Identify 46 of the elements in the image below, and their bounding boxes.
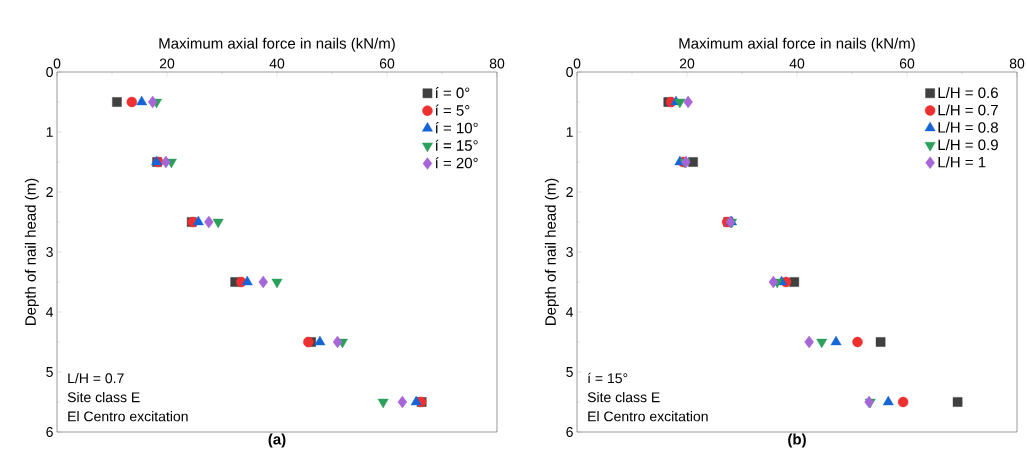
legend-label: L/H = 0.7 — [938, 104, 998, 116]
x-tick-label: 80 — [1009, 58, 1025, 69]
annotation: El Centro excitation — [588, 411, 708, 422]
text: (b) — [788, 433, 806, 448]
legend-label: L/H = 0.8 — [938, 121, 998, 133]
legend-label: L/H = 0.6 — [938, 87, 998, 99]
x-tick-label: 0 — [573, 58, 581, 69]
y-tick-label: 3 — [46, 247, 53, 257]
x-tick-label: 40 — [269, 58, 285, 69]
x-tick-label: 40 — [789, 58, 805, 69]
annotation: í = 15° — [588, 372, 628, 384]
x-tick-label: 0 — [53, 58, 61, 69]
x-tick-label: 60 — [899, 58, 915, 69]
y-tick-label: 2 — [46, 187, 53, 197]
legend-label: í = 5° — [435, 104, 470, 116]
legend-label: í = 0° — [435, 87, 470, 99]
y-tick-label: 5 — [566, 367, 573, 377]
x-axis-title: Maximum axial force in nails (kN/m) — [679, 37, 915, 52]
annotation: El Centro excitation — [68, 411, 188, 422]
x-axis-title: Maximum axial force in nails (kN/m) — [159, 37, 395, 52]
y-tick-label: 4 — [566, 307, 574, 317]
y-tick-label: 1 — [566, 127, 573, 137]
annotation: L/H = 0.7 — [68, 372, 124, 384]
x-tick-label: 20 — [159, 58, 175, 69]
legend-label: L/H = 1 — [938, 156, 986, 168]
y-tick-label: 6 — [46, 427, 53, 437]
text: (a) — [268, 433, 286, 448]
y-axis-title: Depth of nail head (m) — [544, 178, 559, 325]
y-tick-label: 2 — [566, 187, 573, 197]
y-tick-label: 6 — [566, 427, 573, 437]
y-tick-label: 3 — [566, 247, 573, 257]
x-tick-label: 60 — [379, 58, 395, 69]
annotation: Site class E — [587, 391, 660, 403]
annotation: Site class E — [67, 391, 140, 403]
y-tick-label: 0 — [46, 67, 53, 77]
y-tick-label: 0 — [566, 67, 573, 77]
x-tick-label: 20 — [679, 58, 695, 69]
y-tick-label: 4 — [46, 307, 54, 317]
y-tick-label: 5 — [46, 367, 53, 377]
legend-label: í = 20° — [435, 157, 478, 169]
y-tick-label: 1 — [46, 127, 53, 137]
y-axis-title: Depth of nail head (m) — [24, 178, 39, 325]
x-tick-label: 80 — [489, 58, 505, 69]
legend-label: L/H = 0.9 — [938, 139, 998, 151]
legend-label: í = 15° — [435, 139, 478, 151]
legend-label: í = 10° — [435, 122, 478, 134]
